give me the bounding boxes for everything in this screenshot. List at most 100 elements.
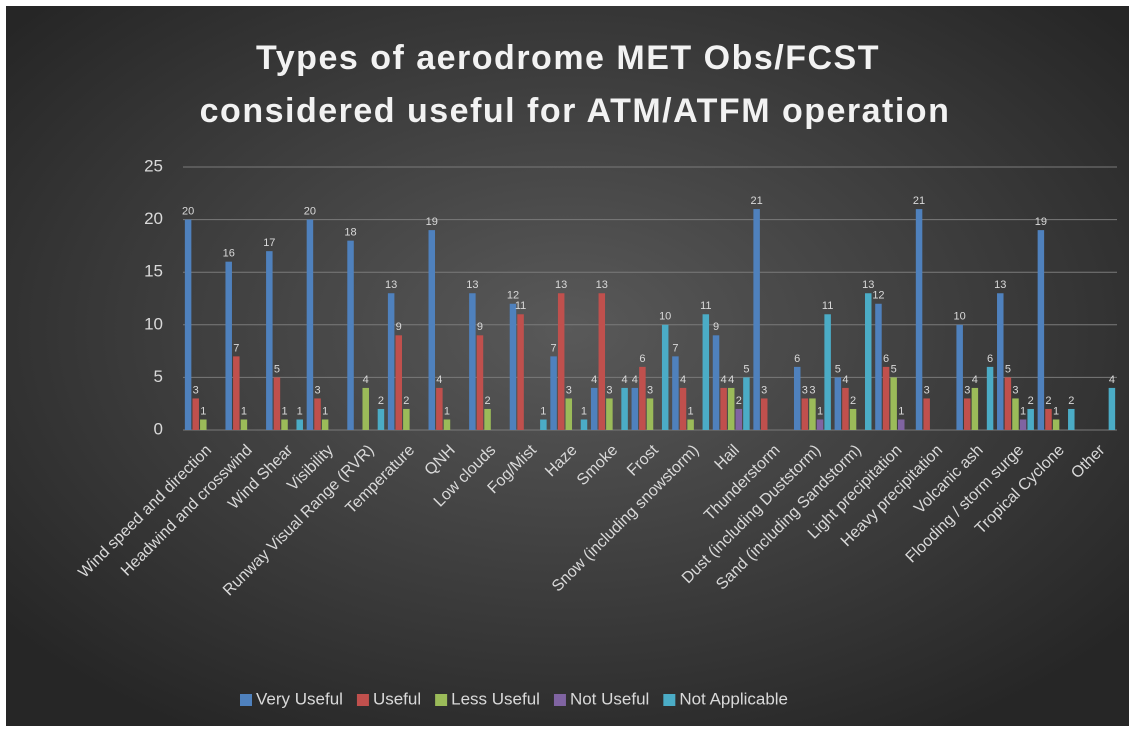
y-tick-label: 25 [144, 156, 163, 175]
bar [1019, 419, 1027, 430]
data-label: 1 [322, 405, 328, 417]
data-label: 5 [891, 363, 897, 375]
data-label: 2 [1068, 395, 1074, 407]
data-label: 4 [632, 374, 638, 386]
bar [306, 219, 314, 430]
bar [793, 366, 801, 430]
data-label: 2 [378, 395, 384, 407]
data-label: 1 [817, 405, 823, 417]
data-label: 5 [1005, 363, 1011, 375]
bar [964, 398, 971, 430]
bar [296, 419, 303, 430]
data-label: 9 [477, 321, 483, 333]
bar [321, 419, 329, 430]
bar [712, 335, 720, 430]
data-label: 5 [835, 363, 841, 375]
data-label: 7 [551, 342, 557, 354]
legend-label: Very Useful [256, 689, 343, 708]
bar [646, 398, 654, 430]
bar [377, 408, 385, 430]
legend-swatch [553, 694, 566, 706]
y-tick-label: 5 [154, 367, 163, 386]
data-label: 3 [809, 384, 815, 396]
data-label: 11 [700, 300, 711, 312]
data-label: 2 [736, 395, 742, 407]
data-label: 1 [281, 405, 287, 417]
data-label: 21 [913, 195, 925, 207]
bar [509, 303, 517, 430]
data-label: 20 [304, 206, 316, 218]
data-label: 9 [713, 321, 719, 333]
bar [760, 398, 768, 430]
data-label: 9 [396, 321, 402, 333]
bar [702, 314, 710, 430]
data-label: 6 [987, 353, 993, 365]
bar [1068, 408, 1075, 430]
data-label: 11 [822, 300, 833, 312]
bar [801, 398, 809, 430]
bar [266, 251, 273, 430]
data-label: 1 [540, 405, 546, 417]
data-label: 2 [850, 395, 856, 407]
bar [606, 398, 613, 430]
chart-background [6, 6, 1129, 726]
bar [550, 356, 557, 430]
data-label: 5 [274, 363, 280, 375]
data-label: 1 [297, 405, 303, 417]
bar [233, 356, 240, 430]
bar [923, 398, 930, 430]
data-label: 1 [898, 405, 904, 417]
data-label: 1 [1053, 405, 1059, 417]
bar [672, 356, 679, 430]
data-label: 16 [223, 248, 235, 260]
data-label: 3 [606, 384, 612, 396]
data-label: 19 [426, 216, 438, 228]
bar [225, 261, 232, 430]
data-label: 2 [403, 395, 409, 407]
data-label: 1 [688, 405, 694, 417]
data-label: 13 [994, 279, 1006, 291]
data-label: 2 [1028, 395, 1034, 407]
bar [687, 419, 694, 430]
bar [1045, 408, 1052, 430]
legend-label: Useful [373, 689, 421, 708]
data-label: 13 [596, 279, 608, 291]
data-label: 4 [972, 374, 978, 386]
bar [347, 240, 354, 430]
data-label: 12 [507, 290, 519, 302]
bar [314, 398, 321, 430]
chart-title: Types of aerodrome MET Obs/FCST [256, 39, 880, 77]
bar [1027, 408, 1034, 430]
data-label: 3 [1012, 384, 1018, 396]
bar [240, 419, 248, 430]
bar [436, 387, 443, 430]
bar [540, 419, 547, 430]
y-tick-label: 0 [154, 419, 163, 438]
data-label: 10 [954, 311, 966, 323]
bar [281, 419, 288, 430]
data-label: 2 [485, 395, 491, 407]
bar [200, 419, 207, 430]
legend-label: Not Applicable [679, 689, 788, 708]
chart-title: considered useful for ATM/ATFM operation [200, 92, 951, 130]
data-label: 3 [924, 384, 930, 396]
data-label: 21 [751, 195, 763, 207]
bar [971, 387, 979, 430]
bar [395, 335, 402, 430]
bar [590, 387, 598, 430]
data-label: 4 [680, 374, 686, 386]
data-label: 3 [193, 384, 199, 396]
data-label: 13 [555, 279, 567, 291]
data-label: 10 [659, 311, 671, 323]
bar [842, 387, 849, 430]
data-label: 3 [964, 384, 970, 396]
bar [864, 293, 872, 430]
legend-label: Less Useful [451, 689, 540, 708]
bar [598, 293, 606, 430]
data-label: 3 [761, 384, 767, 396]
bar [362, 387, 369, 430]
bar [1052, 419, 1060, 430]
data-label: 4 [436, 374, 442, 386]
data-label: 7 [672, 342, 678, 354]
data-label: 2 [1045, 395, 1051, 407]
